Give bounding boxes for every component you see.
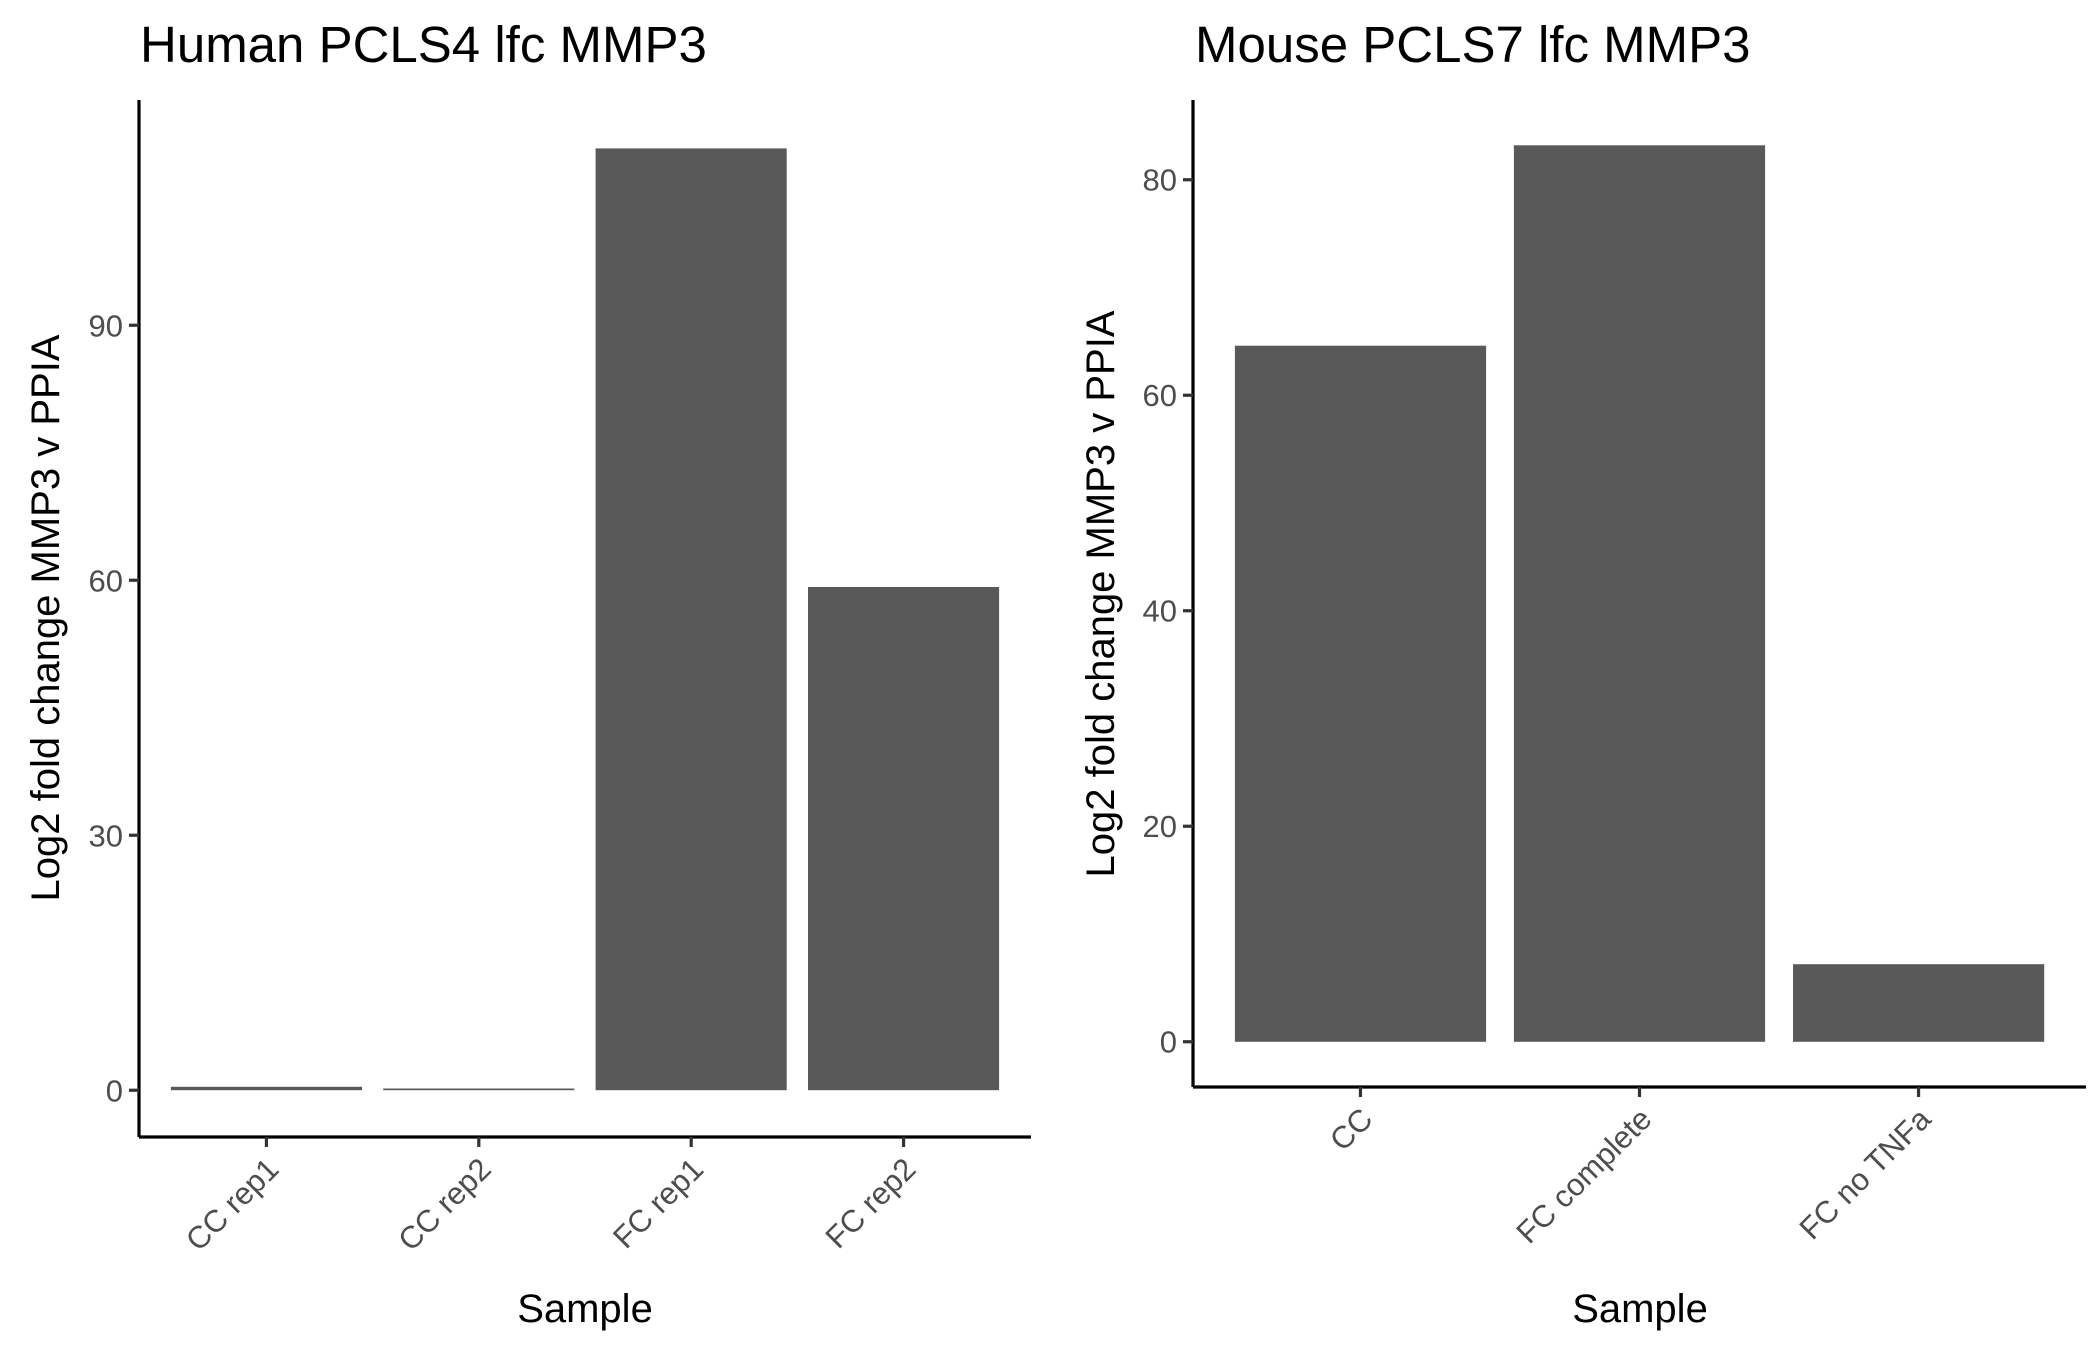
mouse-bar-fc-complete xyxy=(1513,145,1766,1042)
human-y-tick-label: 90 xyxy=(89,308,123,343)
mouse-y-axis-title: Log2 fold change MMP3 v PPIA xyxy=(1079,310,1123,877)
human-y-tick-label: 0 xyxy=(106,1073,123,1108)
mouse-y-tick-label: 0 xyxy=(1160,1025,1177,1060)
human-bar-cc-rep1 xyxy=(170,1086,362,1091)
mouse-y-tick-label: 20 xyxy=(1143,809,1177,844)
mouse-x-axis-title: Sample xyxy=(1572,1287,1708,1331)
human-chart-title: Human PCLS4 lfc MMP3 xyxy=(140,16,707,73)
mouse-y-tick-label: 40 xyxy=(1143,594,1177,629)
human-y-tick-label: 30 xyxy=(89,818,123,853)
mouse-bar-fc-no-tnfa xyxy=(1793,964,2045,1042)
human-x-axis-title: Sample xyxy=(517,1287,653,1331)
human-bar-fc-rep1 xyxy=(595,148,787,1091)
human-y-tick-label: 60 xyxy=(89,563,123,598)
human-bar-fc-rep2 xyxy=(808,587,1000,1091)
mouse-y-tick-label: 60 xyxy=(1143,378,1177,413)
human-y-axis-title: Log2 fold change MMP3 v PPIA xyxy=(24,334,68,901)
mouse-bar-cc xyxy=(1234,345,1487,1042)
human-bar-cc-rep2 xyxy=(383,1088,575,1091)
mouse-chart-title: Mouse PCLS7 lfc MMP3 xyxy=(1195,16,1751,73)
mouse-y-tick-label: 80 xyxy=(1143,163,1177,198)
